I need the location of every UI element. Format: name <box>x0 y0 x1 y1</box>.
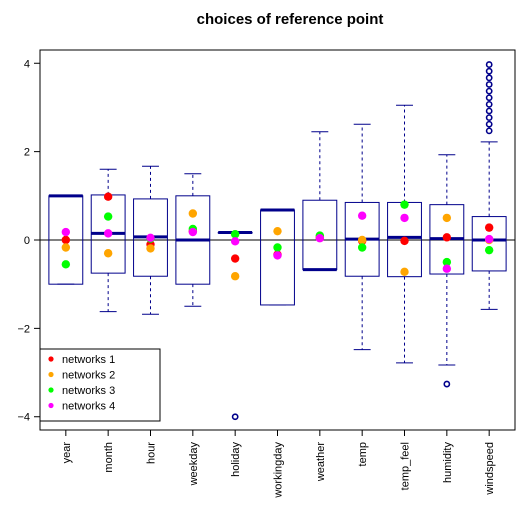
data-point <box>400 236 409 246</box>
data-point <box>357 211 367 220</box>
outlier-point <box>485 87 493 95</box>
outlier-point <box>231 413 239 421</box>
data-point <box>61 260 71 269</box>
data-point <box>273 226 282 236</box>
y-tick-label: 4 <box>24 58 30 70</box>
data-point <box>484 234 494 244</box>
x-tick-label: month <box>103 442 115 473</box>
box-rect <box>471 216 507 272</box>
data-point <box>61 227 71 237</box>
outlier-point <box>485 127 493 135</box>
data-point <box>273 251 282 260</box>
outlier-point <box>485 94 493 102</box>
data-point <box>230 272 240 281</box>
outlier-point <box>485 74 493 82</box>
data-point <box>315 234 325 243</box>
data-point <box>103 212 113 221</box>
x-tick-label: weekday <box>188 442 200 487</box>
data-point <box>357 235 367 245</box>
outlier-point <box>485 107 493 115</box>
box-workingday <box>260 208 295 306</box>
legend-box <box>39 348 161 422</box>
legend-label: networks 1 <box>62 354 115 366</box>
data-point <box>273 243 282 252</box>
outlier-point <box>485 120 493 128</box>
x-tick-label: windspeed <box>484 442 496 496</box>
legend-label: networks 4 <box>62 401 115 413</box>
data-point <box>442 257 452 267</box>
box-weekday <box>175 173 211 307</box>
y-tick-label: −4 <box>17 412 30 424</box>
data-point <box>146 244 155 253</box>
data-point <box>103 192 113 201</box>
data-point <box>61 243 71 252</box>
x-tick-label: hour <box>145 442 157 464</box>
legend-label: networks 3 <box>62 385 115 397</box>
y-tick-label: 2 <box>24 147 30 159</box>
box-hour <box>133 165 168 315</box>
data-point <box>484 223 494 232</box>
data-point <box>61 235 71 245</box>
x-tick-label: year <box>61 442 73 464</box>
data-point <box>103 249 113 258</box>
data-point <box>188 227 198 237</box>
legend-marker <box>48 371 54 378</box>
data-point <box>230 237 240 246</box>
data-point <box>146 233 155 242</box>
data-point <box>230 230 240 239</box>
y-tick-label: 0 <box>24 235 30 247</box>
box-year <box>48 194 84 285</box>
outlier-point <box>485 100 493 108</box>
data-point <box>400 267 409 277</box>
box-weather <box>302 131 338 272</box>
x-tick-label: workingday <box>273 442 285 499</box>
data-point <box>103 229 113 238</box>
y-tick-label: −2 <box>17 323 30 335</box>
data-point <box>188 209 198 218</box>
data-point <box>400 200 409 209</box>
legend-marker <box>48 356 54 362</box>
box-windspeed <box>471 61 507 310</box>
x-tick-label: temp <box>357 442 369 466</box>
outlier-point <box>485 114 493 122</box>
x-tick-label: weather <box>315 442 327 482</box>
data-point <box>442 233 452 242</box>
data-point <box>230 254 240 263</box>
data-point <box>357 243 367 252</box>
legend-label: networks 2 <box>62 370 115 382</box>
x-tick-label: humidity <box>442 442 454 483</box>
outlier-point <box>485 81 493 88</box>
outlier-point <box>485 67 493 75</box>
legend-marker <box>48 402 54 409</box>
data-point <box>442 213 452 223</box>
x-tick-label: temp_feel <box>400 442 412 490</box>
box-temp_feel <box>387 104 422 364</box>
x-tick-label: holiday <box>230 442 242 477</box>
data-point <box>484 245 494 255</box>
data-point <box>442 264 452 273</box>
chart-title: choices of reference point <box>197 11 384 28</box>
series-networks-4 <box>61 211 494 273</box>
outlier-point <box>443 380 451 388</box>
legend-marker <box>48 387 54 393</box>
outlier-point <box>485 61 493 68</box>
data-point <box>400 213 409 223</box>
